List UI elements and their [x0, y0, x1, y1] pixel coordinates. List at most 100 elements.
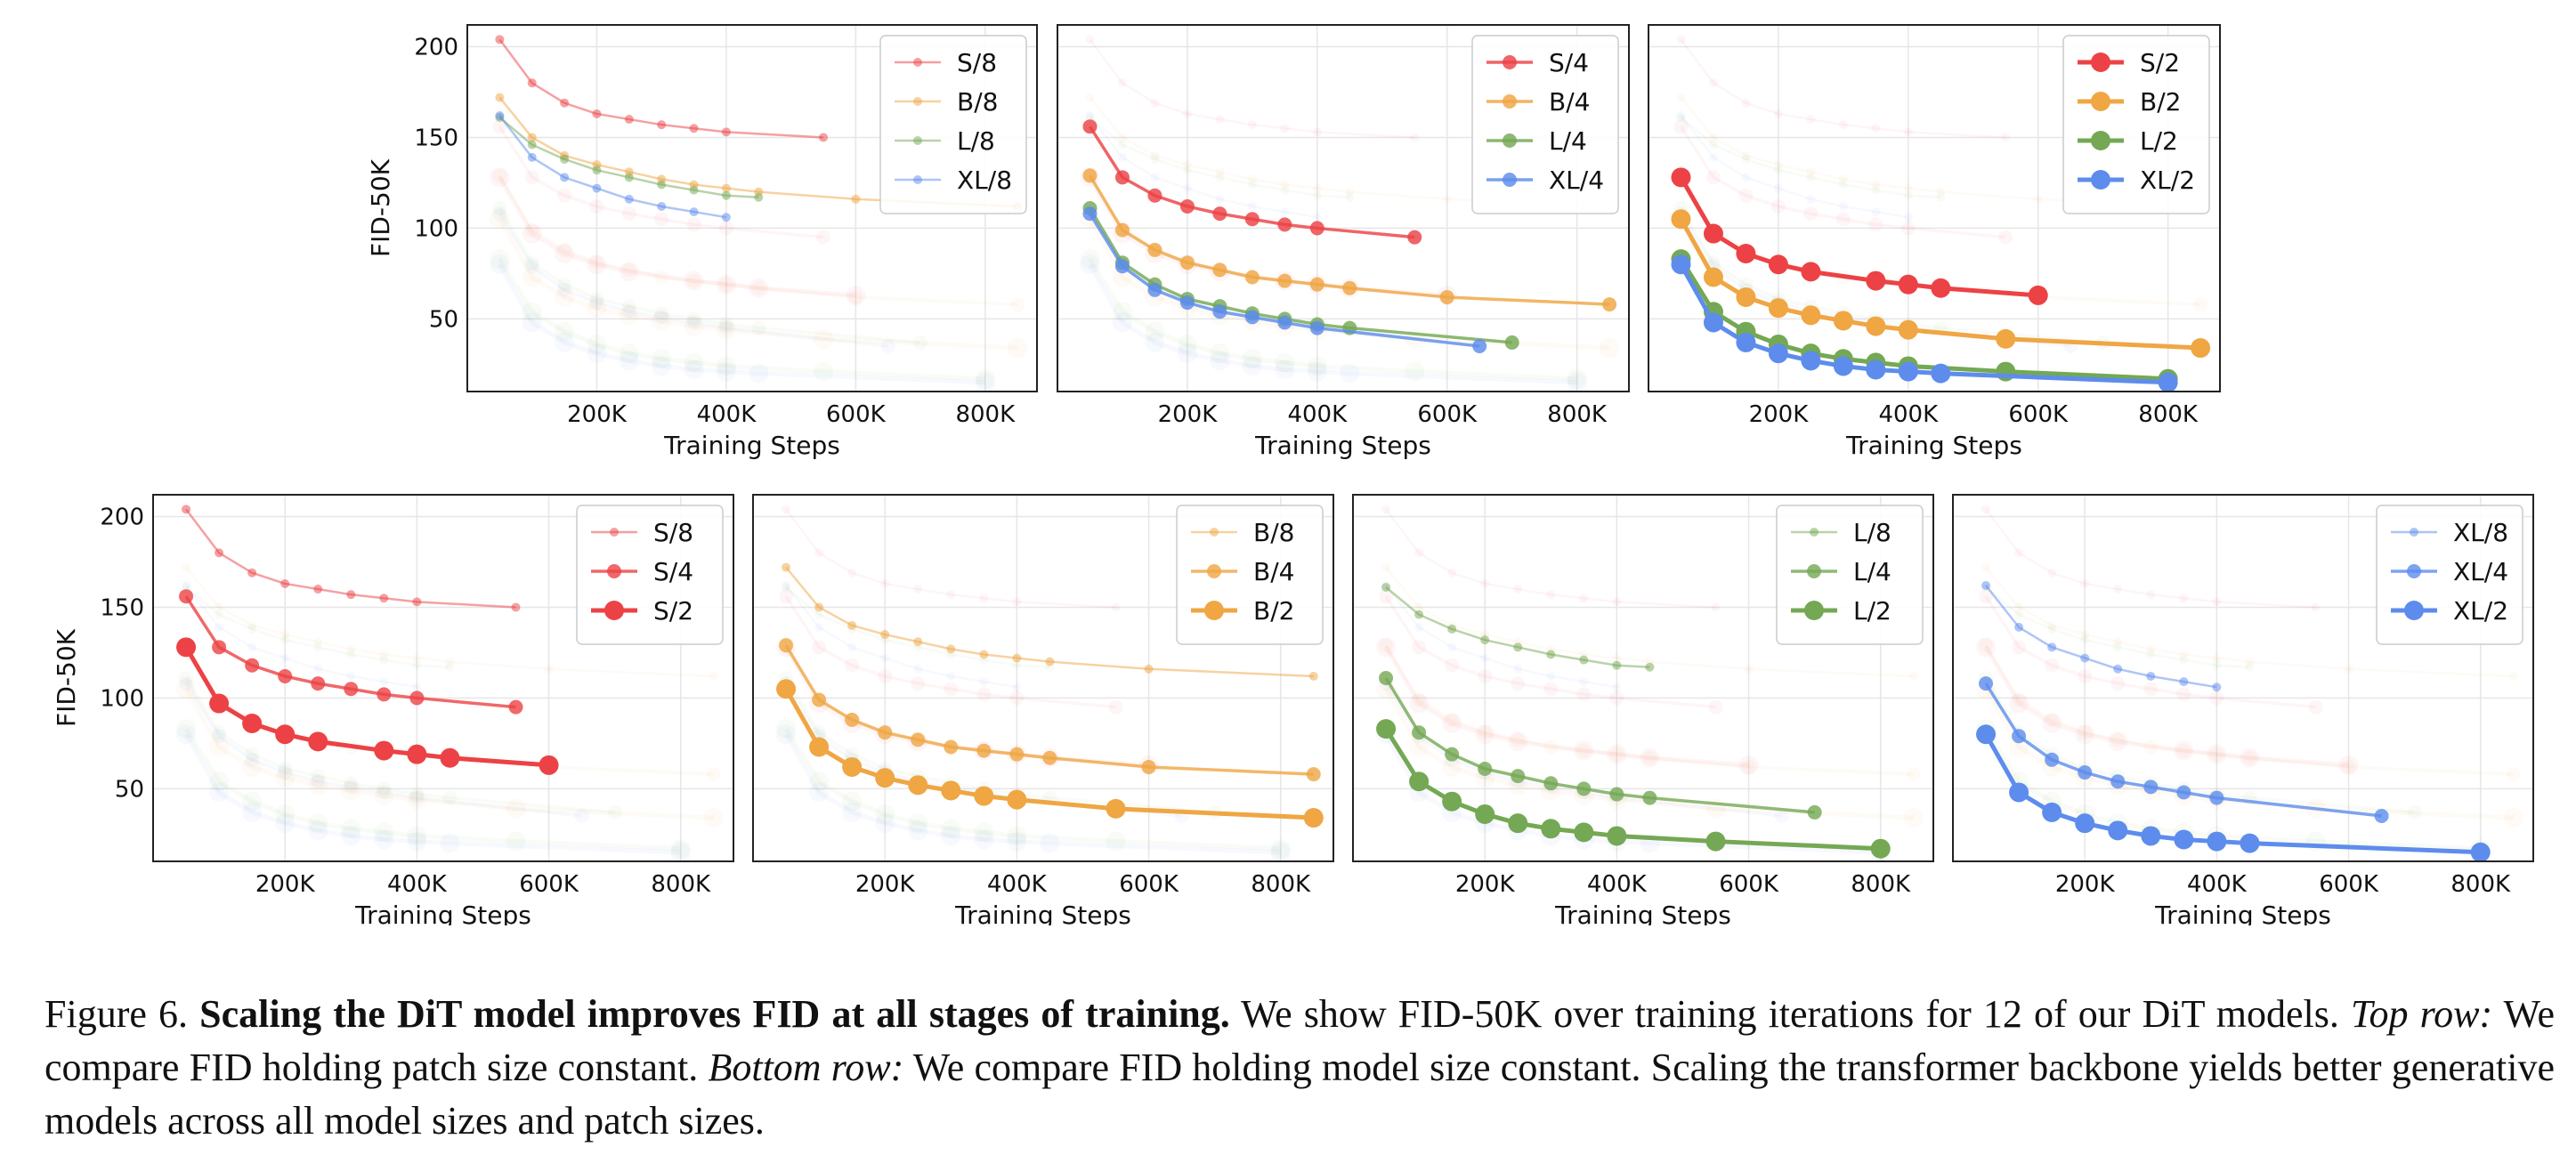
- legend-swatch-marker-b-8: [913, 97, 922, 106]
- ghost-series-line-l-2: [1088, 257, 1577, 382]
- data-point-s-4: [1147, 188, 1162, 203]
- panel-bottom-1: 200K 400K 600K 800K Training Steps 50 100 150 20…: [52, 494, 734, 925]
- ghost-series-point-l-8: [1150, 154, 1160, 164]
- x-tick-label: 400K: [987, 871, 1048, 898]
- ghost-series-point-xl-2: [974, 829, 994, 850]
- x-tick-label: 400K: [1287, 401, 1348, 428]
- legend-swatch-marker-l-8: [1810, 528, 1819, 537]
- data-point-s-2: [1671, 167, 1691, 188]
- data-point-l-8: [754, 192, 764, 202]
- data-point-b-2: [908, 775, 928, 796]
- ghost-series-point-b-8: [1806, 167, 1816, 177]
- ghost-series-line-b-8: [1680, 96, 2201, 208]
- ghost-series-line-l-2: [498, 257, 985, 382]
- series-line-l-2: [1679, 257, 2168, 382]
- data-point-xl-2: [1898, 361, 1918, 382]
- ghost-series-line-l-4: [184, 677, 615, 814]
- data-point-b-2: [2191, 338, 2211, 359]
- data-point-b-8: [1308, 671, 1318, 681]
- data-point-b-2: [941, 780, 961, 801]
- data-point-l-4: [1504, 335, 1519, 350]
- data-point-l-2: [1574, 822, 1594, 843]
- ghost-series-point-b-4: [2143, 739, 2159, 755]
- ghost-series-point-b-8: [1871, 180, 1881, 190]
- ghost-series-point-xl-8: [946, 671, 956, 681]
- ghost-series-point-l-8: [2047, 624, 2057, 634]
- x-axis-label: Training Steps: [354, 901, 531, 925]
- ghost-series-point-s-2: [619, 262, 639, 282]
- data-point-b-2: [776, 679, 797, 699]
- figure-caption: Figure 6. Scaling the DiT model improves…: [45, 988, 2555, 1148]
- ghost-series-point-s-4: [1673, 119, 1689, 134]
- ghost-series-point-s-8: [1546, 590, 1556, 600]
- data-point-b-8: [721, 183, 731, 193]
- data-point-b-8: [946, 644, 956, 654]
- ghost-series-point-b-8: [2344, 664, 2353, 674]
- x-tick-label: 400K: [1878, 401, 1939, 428]
- ghost-series-point-l-8: [1117, 140, 1127, 149]
- ghost-series-point-xl-8: [847, 642, 857, 652]
- ghost-series-line-s-4: [1680, 125, 2006, 239]
- legend-box: [1471, 35, 1619, 214]
- ghost-series-point-b-4: [706, 767, 721, 782]
- ghost-series-point-s-4: [2143, 682, 2159, 697]
- ghost-series-point-s-8: [1414, 548, 1424, 558]
- ghost-series-point-b-4: [2506, 767, 2521, 782]
- ghost-series-point-l-2: [908, 813, 928, 834]
- data-point-xl-4: [2110, 774, 2126, 789]
- ghost-series-line-xl-4: [498, 213, 888, 348]
- x-tick-label: 800K: [955, 401, 1016, 428]
- data-point-s-8: [511, 602, 521, 612]
- data-point-s-8: [215, 548, 224, 558]
- ghost-series-line-s-8: [1985, 508, 2316, 609]
- caption-text-2: We compare FID holding patch size consta…: [45, 992, 2555, 1089]
- data-point-b-4: [1042, 750, 1057, 765]
- legend-swatch-marker-s-4: [1503, 55, 1517, 69]
- data-point-b-2: [1703, 267, 1723, 287]
- ghost-series-line-l-4: [498, 207, 921, 344]
- ghost-series-point-s-8: [847, 568, 857, 578]
- ghost-series-line-xl-4: [184, 682, 582, 818]
- data-point-xl-2: [1866, 359, 1886, 380]
- ghost-series-point-xl-8: [1838, 201, 1848, 211]
- data-point-xl-8: [2146, 671, 2156, 681]
- data-point-xl-8: [2014, 622, 2024, 632]
- ghost-series-point-s-4: [1379, 589, 1394, 604]
- data-point-l-4: [1379, 671, 1394, 685]
- data-point-b-2: [1866, 316, 1886, 336]
- ghost-series-point-s-4: [557, 188, 572, 203]
- ghost-series-point-b-2: [1409, 737, 1430, 757]
- ghost-series-point-xl-8: [1280, 207, 1290, 217]
- ghost-series-point-b-2: [407, 789, 427, 810]
- data-point-xl-4: [1082, 206, 1098, 222]
- ghost-series-point-l-4: [409, 787, 425, 802]
- data-point-b-4: [944, 739, 959, 755]
- ghost-series-point-l-4: [245, 747, 260, 762]
- ghost-series-point-b-8: [2146, 644, 2156, 654]
- data-point-l-4: [1642, 790, 1657, 805]
- ghost-series-point-l-8: [2179, 655, 2189, 665]
- ghost-series-point-s-4: [1900, 221, 1916, 236]
- ghost-series-point-xl-8: [182, 580, 191, 590]
- data-point-b-2: [1007, 789, 1027, 810]
- ghost-series-point-s-2: [2009, 693, 2029, 714]
- ghost-series-point-l-8: [1806, 173, 1816, 182]
- data-point-s-4: [1212, 206, 1227, 222]
- ghost-series-point-s-2: [522, 223, 542, 244]
- ghost-series-point-b-8: [2113, 637, 2123, 647]
- data-point-l-2: [1475, 804, 1495, 824]
- ghost-series-point-b-4: [2012, 692, 2027, 707]
- legend-box: [2062, 35, 2210, 214]
- ghost-series-point-b-4: [2242, 750, 2257, 765]
- data-point-s-4: [179, 589, 194, 604]
- ghost-series-point-xl-8: [215, 622, 224, 632]
- legend-box: [1776, 505, 1924, 645]
- ghost-series-point-s-4: [1738, 188, 1754, 203]
- ghost-series-point-s-4: [1009, 691, 1025, 706]
- ghost-series-point-s-4: [1868, 217, 1883, 232]
- ghost-series-point-b-4: [751, 280, 766, 295]
- ghost-series-point-b-2: [587, 298, 607, 319]
- ghost-series-point-l-8: [2146, 650, 2156, 659]
- ghost-series-point-l-4: [913, 335, 928, 350]
- data-point-s-8: [495, 35, 505, 44]
